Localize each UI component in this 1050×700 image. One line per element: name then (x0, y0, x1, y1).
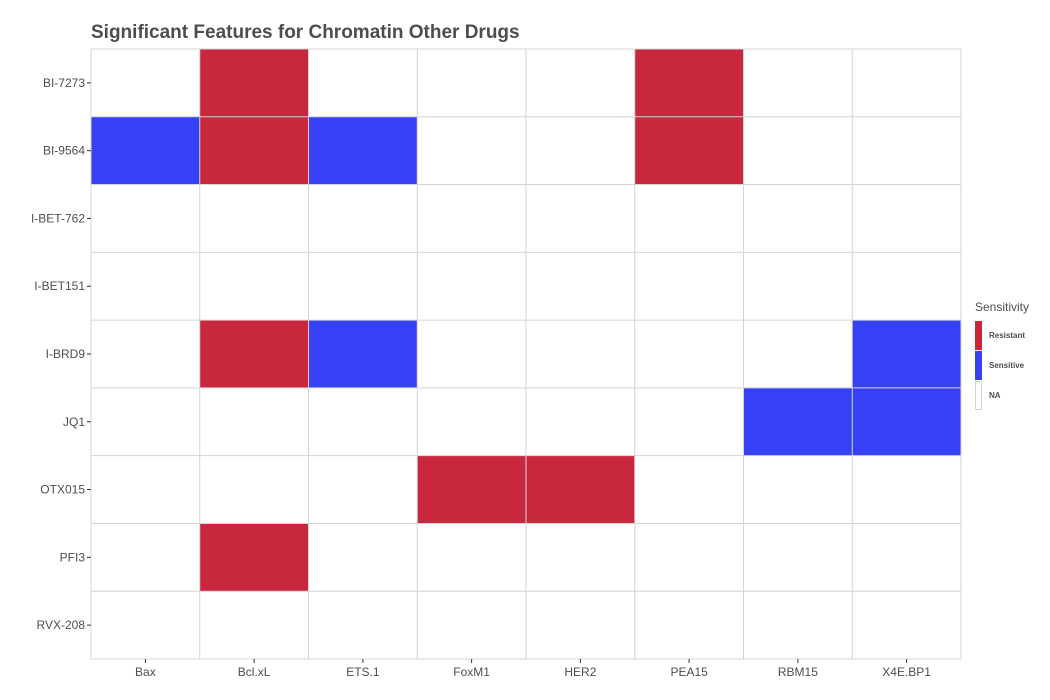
legend-label-na: NA (989, 390, 1001, 400)
y-tick-label-i-bet151: I-BET151 (34, 279, 85, 293)
legend-label-sensitive: Sensitive (989, 360, 1025, 370)
y-tick-label-i-brd9: I-BRD9 (46, 347, 86, 361)
cell-i-brd9-ets-1 (308, 320, 418, 388)
cell-pfi3-bcl-xl (199, 523, 309, 592)
cell-bi-9564-ets-1 (308, 116, 418, 185)
y-tick-label-rvx-208: RVX-208 (37, 618, 86, 632)
cell-bi-9564-bcl-xl (199, 116, 309, 185)
cell-i-brd9-bcl-xl (199, 320, 309, 388)
legend-item-sensitive: Sensitive (975, 350, 1029, 380)
cell-i-brd9-x4e-bp1 (852, 320, 961, 388)
legend-item-resistant: Resistant (975, 320, 1029, 350)
cell-bi-9564-pea15 (634, 116, 744, 185)
heatmap-grid (90, 48, 962, 660)
legend-title: Sensitivity (975, 300, 1030, 314)
x-tick-label-foxm1: FoxM1 (453, 665, 490, 679)
x-tick-label-bcl-xl: Bcl.xL (238, 665, 271, 679)
x-tick-label-pea15: PEA15 (670, 665, 708, 679)
cell-jq1-rbm15 (743, 387, 853, 456)
y-tick-label-pfi3: PFI3 (60, 550, 86, 564)
y-tick-label-i-bet-762: I-BET-762 (31, 211, 85, 225)
x-tick-label-x4e-bp1: X4E.BP1 (882, 665, 931, 679)
chart-title: Significant Features for Chromatin Other… (91, 22, 520, 43)
cell-otx015-foxm1 (417, 455, 526, 524)
legend-item-na: NA (975, 380, 1029, 410)
cell-bi-9564-bax (91, 116, 200, 185)
x-tick-label-rbm15: RBM15 (778, 665, 818, 679)
cell-otx015-her2 (526, 455, 635, 524)
heatmap-cells (91, 49, 961, 592)
cell-bi-7273-pea15 (634, 49, 744, 117)
x-tick-label-her2: HER2 (564, 665, 596, 679)
y-tick-label-bi-9564: BI-9564 (43, 144, 85, 158)
x-tick-label-bax: Bax (135, 665, 156, 679)
cell-jq1-x4e-bp1 (852, 387, 961, 456)
y-axis: BI-7273 BI-9564 I-BET-762 I-BET151 I-BRD9 JQ1… (31, 76, 91, 632)
cell-bi-7273-bcl-xl (199, 49, 309, 117)
legend-key-sensitive (975, 350, 982, 380)
legend-key-na (975, 380, 982, 410)
y-tick-label-bi-7273: BI-7273 (43, 76, 85, 90)
x-tick-label-ets-1: ETS.1 (346, 665, 380, 679)
legend: Sensitivity Resistant Sensitive NA (975, 300, 1029, 410)
legend-label-resistant: Resistant (989, 330, 1026, 340)
y-tick-label-jq1: JQ1 (63, 415, 85, 429)
y-tick-label-otx015: OTX015 (40, 483, 85, 497)
x-axis: Bax Bcl.xL ETS.1 FoxM1 HER2 PEA15 RBM15 X4E.BP1 (135, 659, 931, 679)
legend-key-resistant (975, 320, 982, 350)
